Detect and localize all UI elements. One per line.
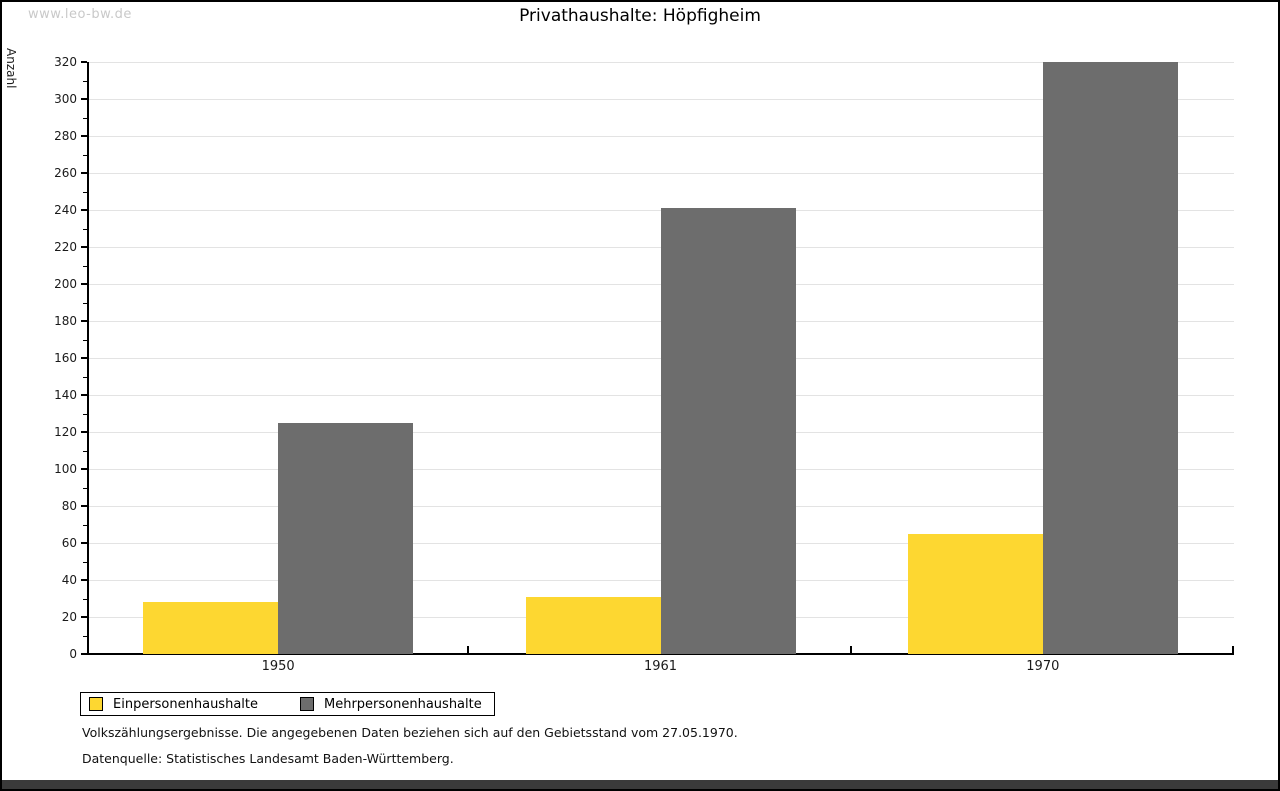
- y-tick-label: 240: [54, 203, 77, 217]
- bar-mehrpersonenhaushalte-1950: [278, 422, 414, 654]
- y-minor-tick: [83, 80, 87, 82]
- gridline: [88, 62, 1234, 63]
- y-major-tick: [81, 172, 87, 174]
- bar-einpersonenhaushalte-1961: [525, 596, 661, 654]
- y-major-tick: [81, 394, 87, 396]
- y-tick-label: 320: [54, 55, 77, 69]
- y-tick-label: 160: [54, 351, 77, 365]
- y-tick-label: 300: [54, 92, 77, 106]
- y-minor-tick: [83, 450, 87, 452]
- y-tick-label: 100: [54, 462, 77, 476]
- y-minor-tick: [83, 561, 87, 563]
- y-major-tick: [81, 431, 87, 433]
- y-major-tick: [81, 616, 87, 618]
- y-minor-tick: [83, 117, 87, 119]
- gridline: [88, 173, 1234, 174]
- y-major-tick: [81, 135, 87, 137]
- y-tick-label: 60: [61, 536, 77, 550]
- y-minor-tick: [83, 598, 87, 600]
- legend-swatch-yellow: [89, 697, 103, 711]
- y-minor-tick: [83, 524, 87, 526]
- y-major-tick: [81, 357, 87, 359]
- bar-einpersonenhaushalte-1950: [143, 602, 279, 654]
- y-minor-tick: [83, 228, 87, 230]
- x-tick-label: 1970: [1026, 659, 1060, 674]
- y-major-tick: [81, 468, 87, 470]
- bar-mehrpersonenhaushalte-1970: [1042, 62, 1178, 654]
- x-tick-label: 1961: [643, 659, 678, 674]
- bar-einpersonenhaushalte-1970: [907, 533, 1043, 654]
- footnote-data-source: Datenquelle: Statistisches Landesamt Bad…: [82, 751, 454, 766]
- y-tick-label: 140: [54, 388, 77, 402]
- y-minor-tick: [83, 265, 87, 267]
- y-tick-label: 80: [61, 499, 77, 513]
- chart-title: Privathaushalte: Höpfigheim: [519, 6, 761, 26]
- legend-item-einpersonenhaushalte: Einpersonenhaushalte: [89, 697, 258, 712]
- y-minor-tick: [83, 376, 87, 378]
- y-axis: [87, 62, 89, 654]
- legend-item-mehrpersonenhaushalte: Mehrpersonenhaushalte: [300, 697, 482, 712]
- y-major-tick: [81, 246, 87, 248]
- y-minor-tick: [83, 487, 87, 489]
- y-major-tick: [81, 320, 87, 322]
- legend: Einpersonenhaushalte Mehrpersonenhaushal…: [80, 692, 495, 716]
- legend-label: Mehrpersonenhaushalte: [324, 696, 482, 712]
- watermark: www.leo-bw.de: [28, 7, 132, 22]
- y-major-tick: [81, 653, 87, 655]
- y-major-tick: [81, 283, 87, 285]
- y-minor-tick: [83, 635, 87, 637]
- x-boundary-tick: [849, 646, 852, 653]
- bar-mehrpersonenhaushalte-1961: [660, 208, 796, 654]
- y-major-tick: [81, 542, 87, 544]
- y-major-tick: [81, 505, 87, 507]
- y-minor-tick: [83, 154, 87, 156]
- legend-swatch-gray: [300, 697, 314, 711]
- y-tick-label: 220: [54, 240, 77, 254]
- y-minor-tick: [83, 191, 87, 193]
- y-axis-label: Anzahl: [4, 48, 18, 89]
- y-minor-tick: [83, 302, 87, 304]
- y-major-tick: [81, 98, 87, 100]
- y-major-tick: [81, 61, 87, 63]
- y-tick-label: 120: [54, 425, 77, 439]
- y-tick-label: 40: [61, 573, 77, 587]
- y-tick-label: 280: [54, 129, 77, 143]
- x-tick-label: 1950: [261, 659, 295, 674]
- y-tick-label: 20: [61, 610, 77, 624]
- x-axis: [87, 653, 1234, 655]
- x-boundary-tick: [1232, 646, 1234, 653]
- gridline: [88, 136, 1234, 137]
- y-tick-label: 0: [69, 647, 77, 661]
- y-tick-label: 260: [54, 166, 77, 180]
- y-minor-tick: [83, 413, 87, 415]
- legend-label: Einpersonenhaushalte: [113, 696, 258, 712]
- y-major-tick: [81, 579, 87, 581]
- y-tick-label: 180: [54, 314, 77, 328]
- bottom-bar: [2, 780, 1278, 789]
- footnote-source-note: Volkszählungsergebnisse. Die angegebenen…: [82, 725, 738, 740]
- y-minor-tick: [83, 339, 87, 341]
- y-tick-label: 200: [54, 277, 77, 291]
- gridline: [88, 99, 1234, 100]
- x-boundary-tick: [467, 646, 470, 653]
- y-major-tick: [81, 209, 87, 211]
